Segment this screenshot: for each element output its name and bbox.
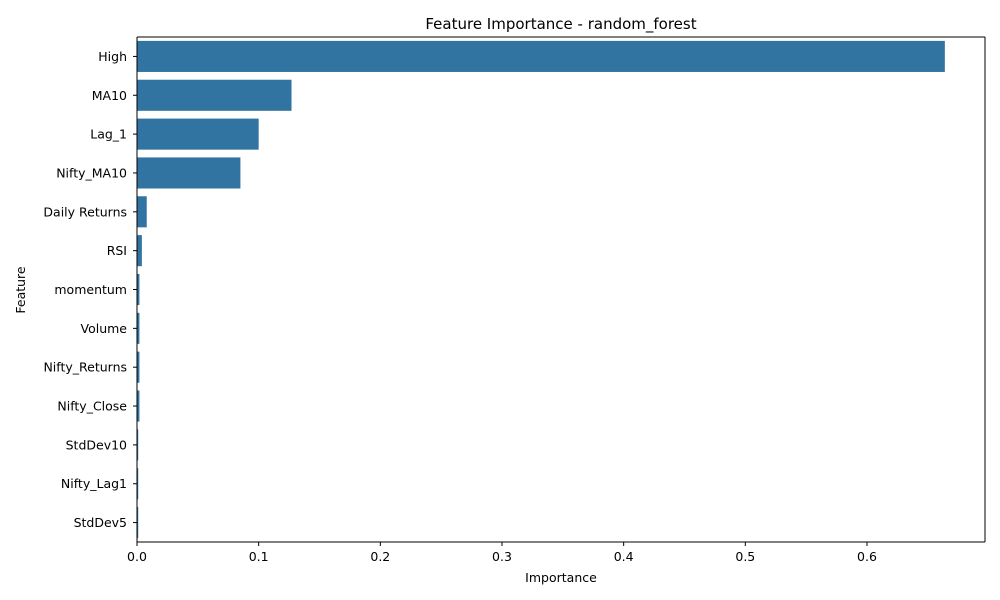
y-tick-label: High — [98, 49, 127, 64]
x-tick-label: 0.2 — [370, 549, 390, 564]
y-tick-label: StdDev5 — [74, 515, 127, 530]
bar-stddev5 — [137, 507, 139, 539]
chart-title: Feature Importance - random_forest — [425, 15, 696, 34]
y-tick-label: Nifty_MA10 — [56, 165, 127, 180]
x-axis-label: Importance — [525, 570, 597, 585]
bar-lag-1 — [137, 118, 259, 150]
x-tick-label: 0.0 — [127, 549, 147, 564]
x-tick-label: 0.5 — [735, 549, 755, 564]
x-tick-label: 0.3 — [492, 549, 512, 564]
y-tick-label: MA10 — [92, 88, 127, 103]
y-axis-label: Feature — [13, 266, 28, 314]
y-tick-label: RSI — [107, 243, 127, 258]
bar-nifty-lag1 — [137, 468, 139, 500]
x-tick-label: 0.1 — [249, 549, 269, 564]
bar-rsi — [137, 235, 142, 267]
y-tick-label: momentum — [54, 282, 127, 297]
x-tick-label: 0.6 — [857, 549, 877, 564]
bar-volume — [137, 312, 140, 344]
x-tick-label: 0.4 — [614, 549, 634, 564]
y-tick-label: Lag_1 — [90, 127, 127, 142]
y-tick-label: Nifty_Lag1 — [61, 476, 127, 491]
y-tick-label: Daily Returns — [43, 204, 127, 219]
y-tick-label: Nifty_Returns — [43, 360, 127, 375]
bar-daily-returns — [137, 196, 147, 228]
bar-nifty-ma10 — [137, 157, 241, 189]
y-axis-ticks: High MA10 Lag_1 Nifty_MA10 Daily Returns RSI m… — [43, 49, 137, 530]
y-tick-label: Nifty_Close — [57, 399, 127, 414]
bar-nifty-returns — [137, 351, 140, 383]
bar-stddev10 — [137, 429, 139, 461]
bars-group — [137, 40, 945, 539]
y-tick-label: StdDev10 — [66, 437, 127, 452]
bar-high — [137, 40, 945, 72]
bar-momentum — [137, 273, 140, 306]
y-tick-label: Volume — [81, 321, 128, 336]
x-axis-ticks: 0.0 0.1 0.2 0.3 0.4 0.5 0.6 — [127, 542, 877, 564]
bar-nifty-close — [137, 390, 140, 422]
bar-ma10 — [137, 79, 292, 111]
